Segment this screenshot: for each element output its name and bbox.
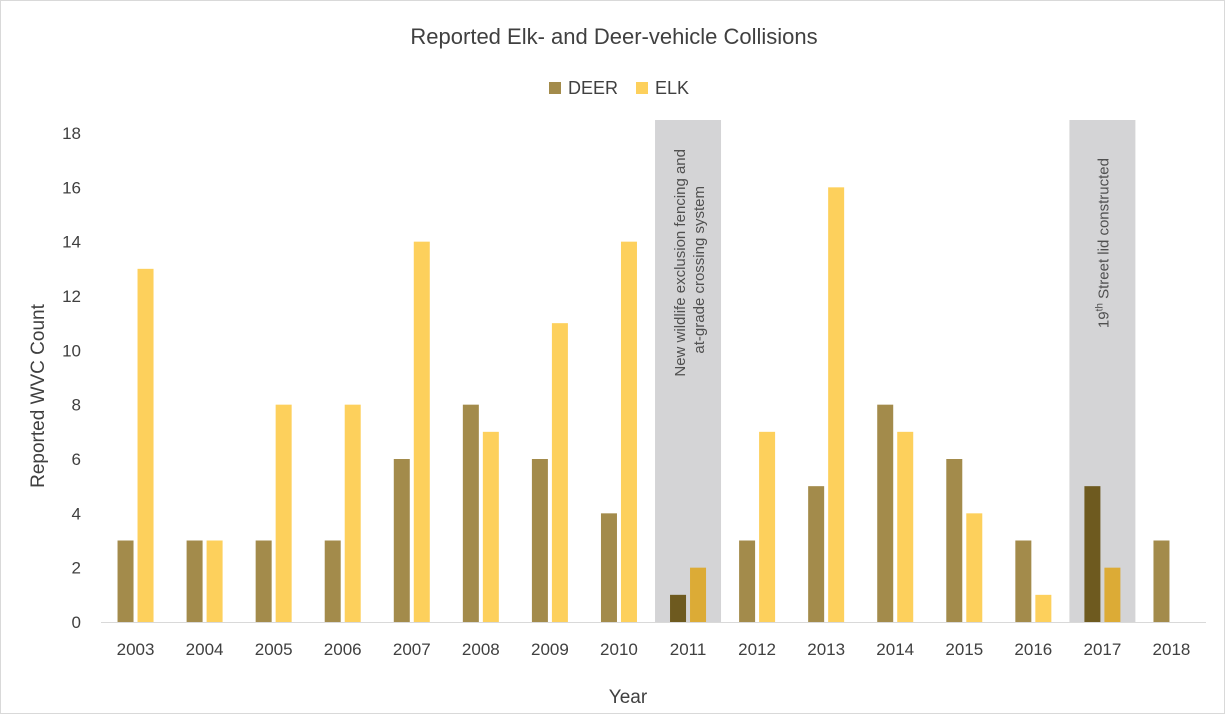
bar-elk-2017 <box>1104 567 1121 622</box>
y-tick-label: 4 <box>72 504 81 523</box>
x-tick-label: 2007 <box>393 640 431 659</box>
bar-deer-2010 <box>600 513 617 622</box>
annotation-2017-suffix: Street lid constructed <box>1095 158 1112 303</box>
y-tick-label: 12 <box>62 287 81 306</box>
x-tick-label: 2012 <box>738 640 776 659</box>
x-tick-label: 2006 <box>324 640 362 659</box>
bar-deer-2008 <box>462 404 479 622</box>
legend-label-deer: DEER <box>568 78 618 98</box>
bar-elk-2012 <box>759 431 776 622</box>
annotation-2017: 19th Street lid constructed <box>1094 158 1112 328</box>
x-axis-ticks: 2003 2004 2005 2006 2007 2008 2009 2010 2011 2012… <box>117 640 1191 659</box>
x-axis-title: Year <box>609 687 648 708</box>
x-tick-label: 2009 <box>531 640 569 659</box>
bar-deer-2007 <box>393 459 410 622</box>
highlight-band-2011 <box>655 120 722 622</box>
highlight-bands <box>655 120 1136 622</box>
y-tick-label: 6 <box>72 450 81 469</box>
bar-elk-2008 <box>482 431 499 622</box>
chart-title: Reported Elk- and Deer-vehicle Collision… <box>410 24 817 49</box>
bar-elk-2013 <box>828 187 845 623</box>
legend: DEER ELK <box>549 78 689 98</box>
bar-elk-2005 <box>275 404 292 622</box>
x-tick-label: 2010 <box>600 640 638 659</box>
y-tick-label: 10 <box>62 341 81 360</box>
bar-elk-2015 <box>966 513 983 622</box>
legend-swatch-deer <box>549 82 561 94</box>
legend-swatch-elk <box>636 82 648 94</box>
bars <box>117 187 1170 623</box>
bar-elk-2014 <box>897 431 914 622</box>
y-tick-label: 18 <box>62 124 81 143</box>
bar-deer-2009 <box>531 459 548 622</box>
bar-deer-2011 <box>670 594 687 622</box>
annotation-2017-prefix: 19 <box>1095 311 1112 328</box>
bar-elk-2010 <box>620 241 637 622</box>
bar-deer-2013 <box>808 486 825 622</box>
x-tick-label: 2017 <box>1083 640 1121 659</box>
annotation-2017-superscript: th <box>1094 303 1105 311</box>
y-tick-label: 8 <box>72 396 81 415</box>
legend-label-elk: ELK <box>655 78 689 98</box>
x-tick-label: 2018 <box>1153 640 1191 659</box>
bar-deer-2018 <box>1153 540 1170 622</box>
bar-deer-2017 <box>1084 486 1101 622</box>
annotation-2011-line1: New wildlife exclusion fencing and <box>672 149 689 377</box>
y-tick-label: 16 <box>62 178 81 197</box>
highlight-band-2017 <box>1069 120 1136 622</box>
y-axis-ticks: 0 2 4 6 8 10 12 14 16 18 <box>62 124 81 632</box>
annotations: New wildlife exclusion fencing and at-gra… <box>672 149 1112 377</box>
bar-elk-2011 <box>690 567 707 622</box>
x-tick-label: 2013 <box>807 640 845 659</box>
bar-elk-2003 <box>137 268 154 622</box>
bar-deer-2012 <box>739 540 756 622</box>
x-tick-label: 2008 <box>462 640 500 659</box>
bar-deer-2015 <box>946 459 963 622</box>
y-axis-title: Reported WVC Count <box>28 303 49 487</box>
x-tick-label: 2004 <box>186 640 224 659</box>
y-tick-label: 14 <box>62 233 81 252</box>
x-tick-label: 2016 <box>1014 640 1052 659</box>
bar-elk-2006 <box>344 404 361 622</box>
bar-deer-2016 <box>1015 540 1032 622</box>
bar-elk-2009 <box>551 323 568 622</box>
bar-deer-2014 <box>877 404 894 622</box>
bar-deer-2004 <box>186 540 203 622</box>
x-tick-label: 2011 <box>670 640 707 659</box>
annotation-2011-line2: at-grade crossing system <box>691 186 708 354</box>
x-tick-label: 2005 <box>255 640 293 659</box>
bar-elk-2016 <box>1035 594 1052 622</box>
bar-elk-2004 <box>206 540 223 622</box>
y-tick-label: 0 <box>72 613 81 632</box>
bar-deer-2005 <box>255 540 272 622</box>
x-tick-label: 2014 <box>876 640 914 659</box>
bar-deer-2003 <box>117 540 134 622</box>
bar-elk-2007 <box>413 241 430 622</box>
bar-deer-2006 <box>324 540 341 622</box>
y-tick-label: 2 <box>72 559 81 578</box>
x-tick-label: 2003 <box>117 640 155 659</box>
x-tick-label: 2015 <box>945 640 983 659</box>
